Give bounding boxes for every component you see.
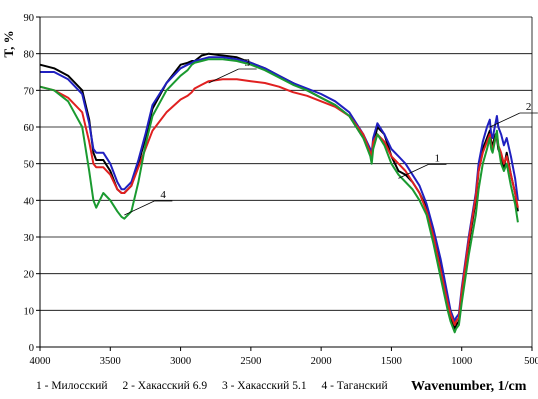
x-axis-label: Wavenumber, 1/cm (411, 379, 527, 394)
y-tick-label: 60 (24, 123, 35, 134)
x-tick-label: 2000 (311, 356, 332, 367)
series-lines (39, 52, 519, 334)
y-tick-label: 10 (24, 306, 35, 317)
y-tick-label: 0 (29, 343, 34, 354)
legend-item: 2 - Хакасский 6.9 (122, 380, 208, 392)
x-tick-label: 2500 (240, 356, 261, 367)
x-tick-label: 500 (524, 356, 538, 367)
legend-item: 3 - Хакасский 5.1 (221, 380, 307, 392)
series-line-4 (39, 58, 519, 334)
annotation-label: 2 (526, 101, 532, 113)
legend-item: 4 - Таганский (321, 380, 388, 392)
y-tick-label: 70 (24, 86, 35, 97)
annotation-label: 4 (160, 189, 166, 201)
y-tick-label: 50 (24, 160, 35, 171)
annotation-leader (398, 163, 429, 179)
y-tick-label: 80 (24, 50, 35, 61)
y-tick-label: 20 (24, 270, 35, 281)
x-tick-label: 1000 (451, 356, 472, 367)
y-tick-label: 30 (24, 233, 35, 244)
annotation-label: 3 (245, 57, 251, 69)
legend-item: 1 - Милосский (36, 380, 108, 392)
gridlines (40, 16, 532, 348)
y-tick-label: 90 (24, 13, 35, 24)
annotation-leader (208, 68, 239, 84)
legend: 1 - Милосский 2 - Хакасский 6.9 3 - Хака… (36, 380, 400, 392)
y-tick-label: 40 (24, 196, 35, 207)
x-tick-label: 4000 (30, 356, 51, 367)
x-tick-label: 1500 (381, 356, 402, 367)
x-tick-label: 3500 (100, 356, 121, 367)
series-line-2 (40, 56, 519, 323)
annotation-leader (489, 112, 520, 128)
y-axis-label: T, % (1, 30, 16, 57)
plot-frame (36, 16, 533, 351)
curve-annotations: 1 2 3 4 (124, 57, 538, 216)
x-tick-label: 3000 (170, 356, 191, 367)
annotation-label: 1 (434, 152, 440, 164)
annotation-leader (124, 200, 155, 216)
